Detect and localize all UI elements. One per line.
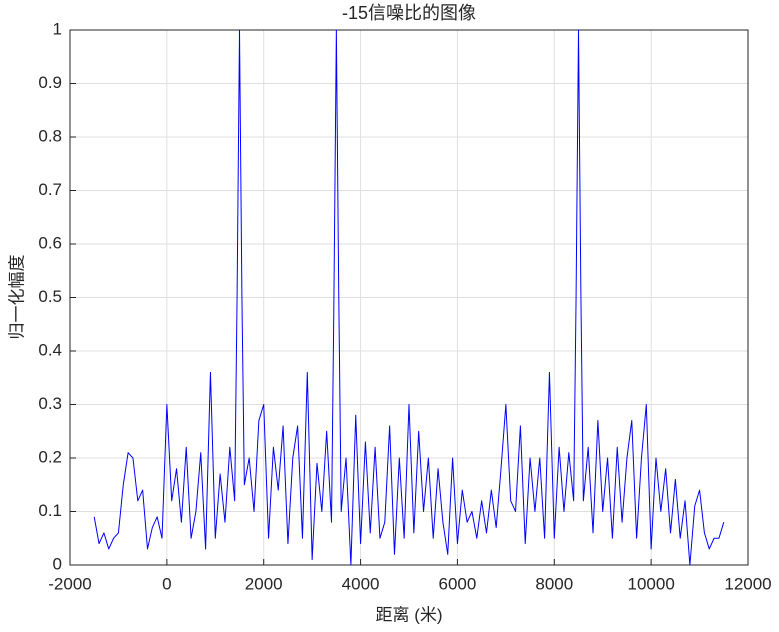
y-tick-label: 0.5 — [38, 287, 62, 306]
y-tick-label: 0.2 — [38, 447, 62, 466]
x-tick-label: 10000 — [628, 574, 675, 593]
x-tick-label: -2000 — [48, 574, 91, 593]
x-tick-label: 4000 — [342, 574, 380, 593]
y-tick-label: 0 — [53, 554, 62, 573]
data-line — [93, 29, 725, 566]
x-tick-label: 8000 — [535, 574, 573, 593]
y-tick-label: 0.7 — [38, 180, 62, 199]
x-tick-label: 6000 — [439, 574, 477, 593]
chart-title: -15信噪比的图像 — [342, 3, 476, 23]
y-tick-label: 0.6 — [38, 233, 62, 252]
x-tick-label: 12000 — [724, 574, 771, 593]
x-axis-label: 距离 (米) — [375, 605, 442, 624]
y-tick-label: 0.4 — [38, 340, 62, 359]
y-tick-label: 0.1 — [38, 501, 62, 520]
x-tick-label: 0 — [162, 574, 171, 593]
y-tick-label: 0.9 — [38, 73, 62, 92]
y-tick-label: 0.8 — [38, 126, 62, 145]
y-axis-label: 归一化幅度 — [7, 255, 26, 340]
plot-frame — [69, 29, 749, 566]
x-tick-label: 2000 — [245, 574, 283, 593]
y-tick-label: 0.3 — [38, 394, 62, 413]
y-tick-label: 1 — [53, 19, 62, 38]
